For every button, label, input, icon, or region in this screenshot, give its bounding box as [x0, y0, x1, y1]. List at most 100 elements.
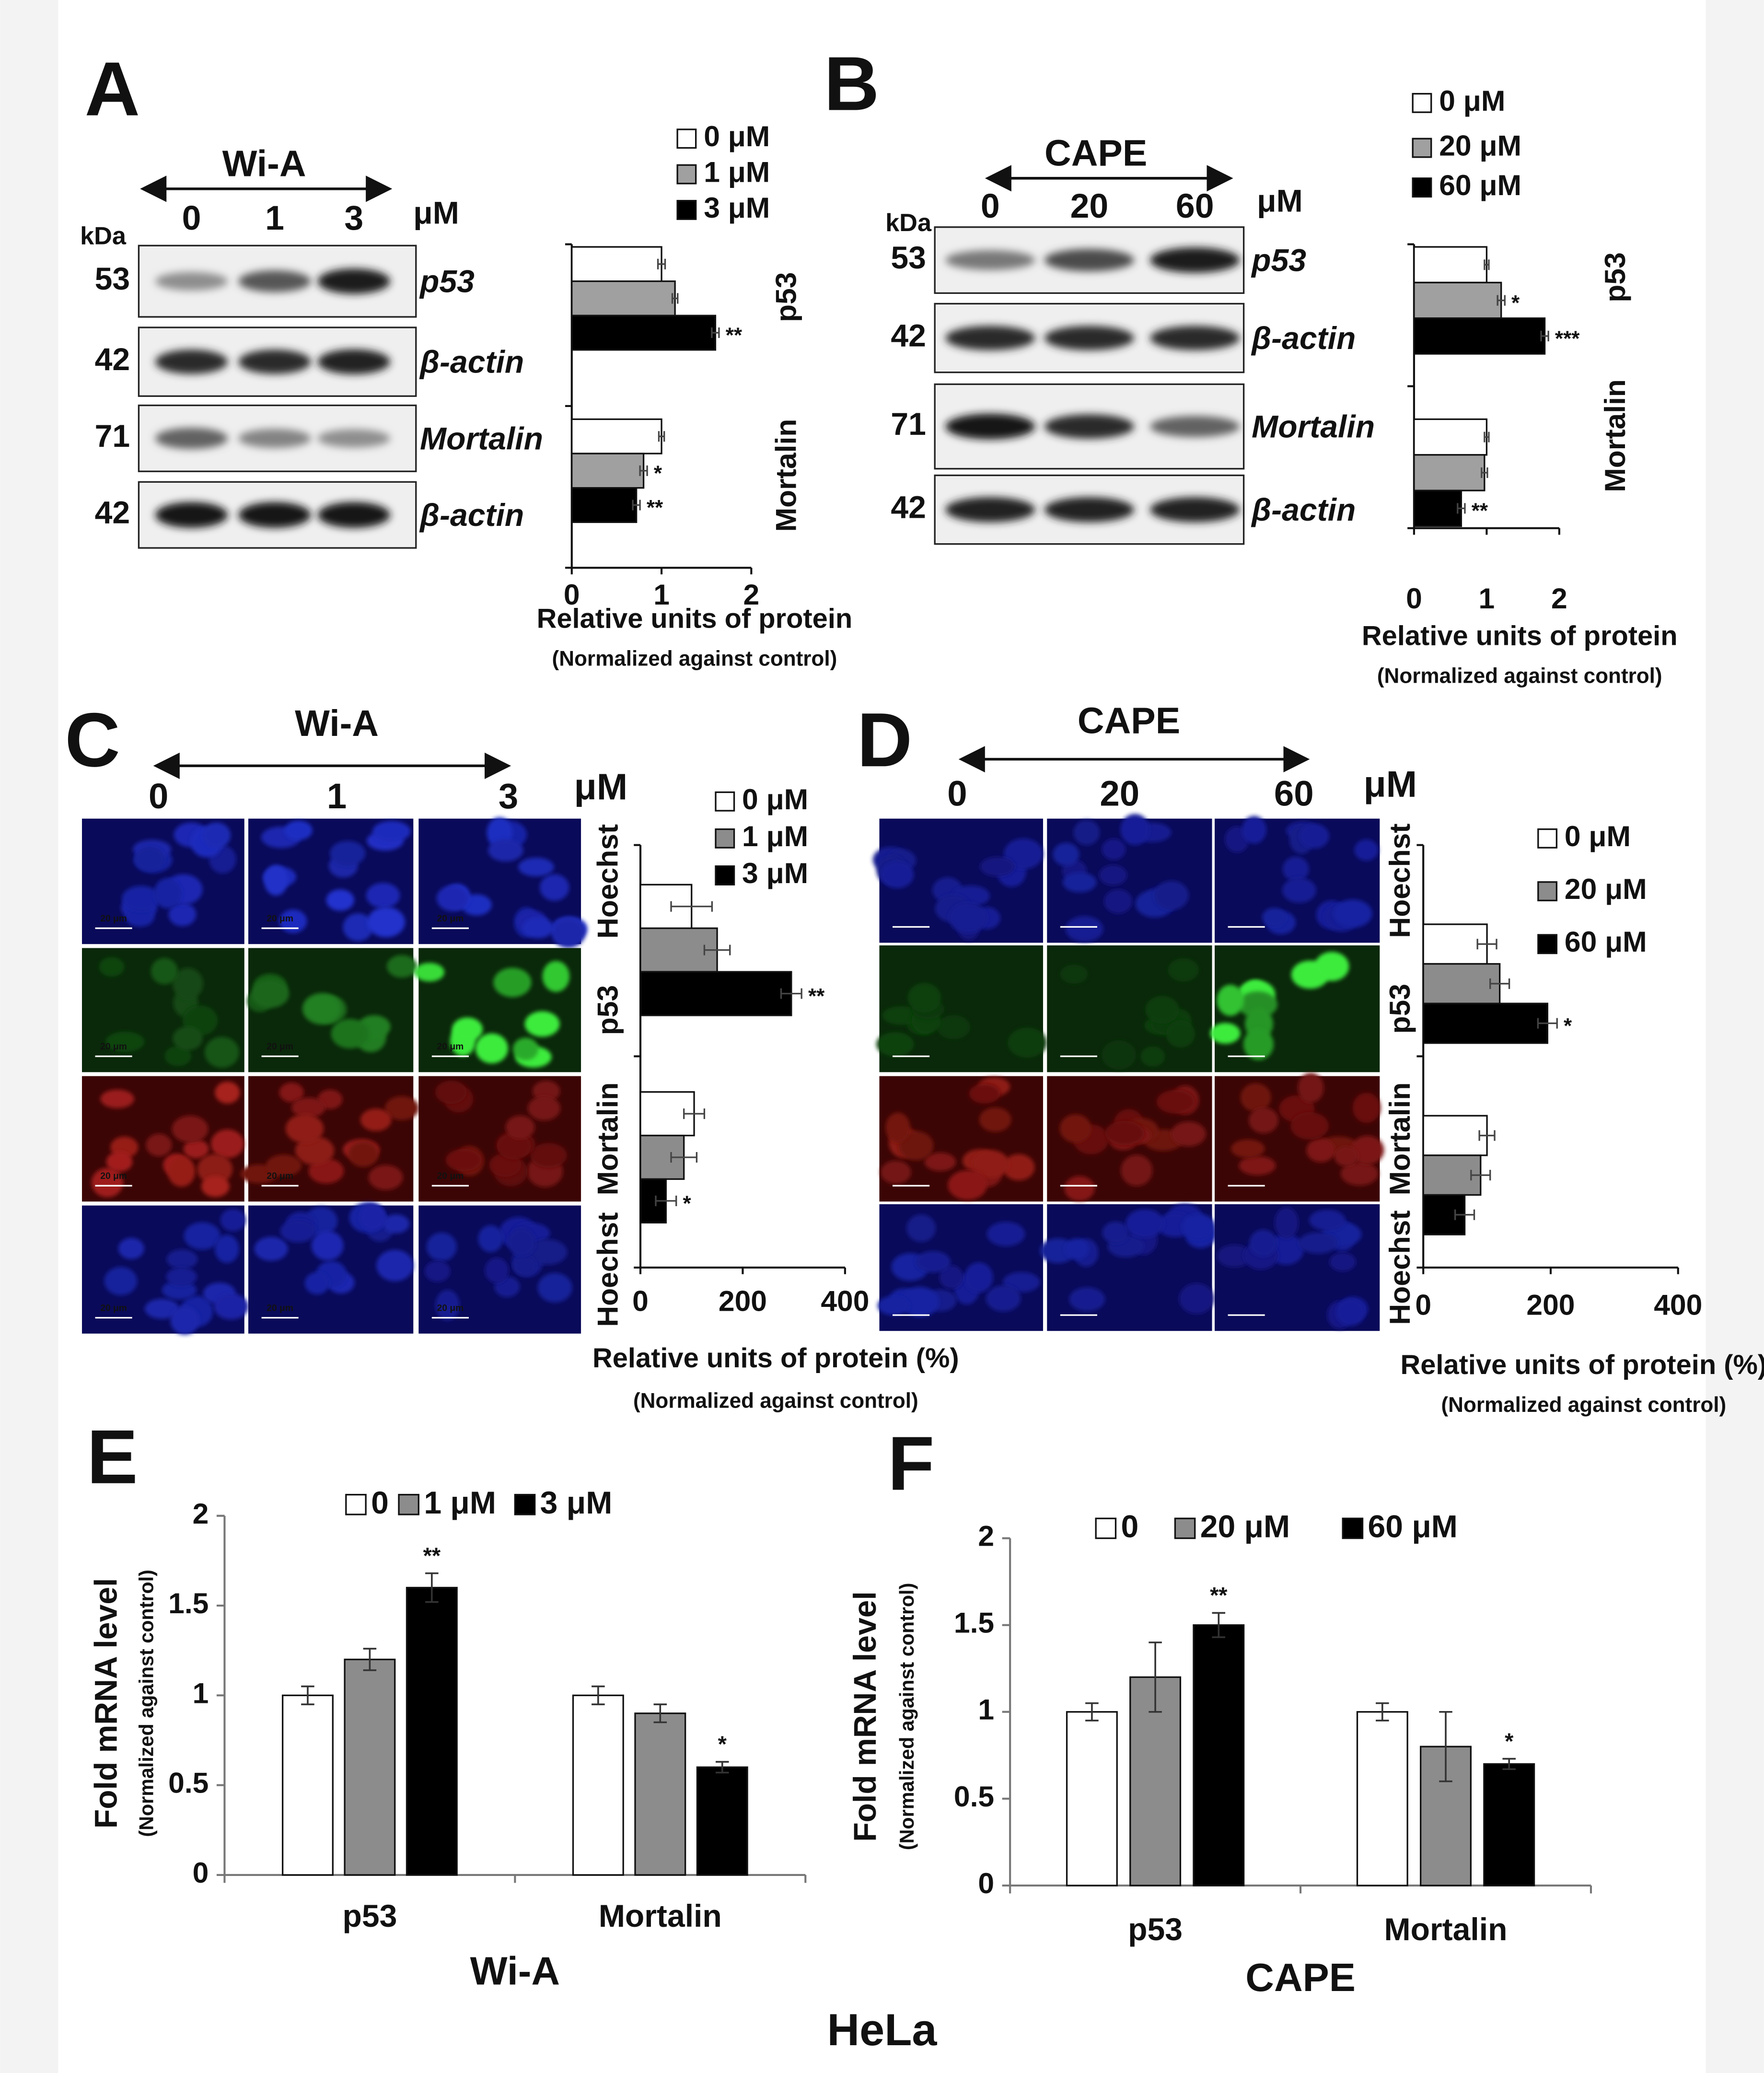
legend-swatch	[345, 1494, 367, 1515]
cell	[986, 1285, 1021, 1312]
cell	[1217, 1245, 1252, 1268]
error-bar	[1537, 1018, 1558, 1029]
bar	[1422, 963, 1501, 1004]
legend-swatch	[676, 164, 697, 185]
imaging-treatment: CAPE	[1078, 700, 1180, 742]
cell	[202, 822, 231, 849]
legend-swatch	[1537, 934, 1558, 955]
cell	[331, 1019, 369, 1049]
cell	[518, 857, 554, 877]
cell	[135, 847, 165, 871]
bar	[571, 453, 645, 489]
blot-band	[155, 272, 228, 291]
bar	[1193, 1624, 1245, 1887]
cell	[368, 1165, 403, 1190]
cell	[435, 1080, 467, 1104]
dose-label: 20	[1070, 187, 1109, 225]
cell	[1063, 872, 1097, 893]
row-label: Hoechst	[592, 1212, 624, 1327]
scale-bar-label: 20 μm	[437, 1171, 464, 1181]
kda-value: 71	[95, 419, 130, 454]
cell	[979, 1107, 1011, 1132]
kda-value: 42	[95, 342, 130, 377]
cell	[1282, 877, 1316, 903]
cell	[916, 1251, 951, 1273]
cell	[1314, 952, 1349, 981]
bar	[639, 971, 792, 1016]
x-tick-label: Mortalin	[1384, 1912, 1508, 1947]
cell	[485, 1258, 509, 1283]
cell	[1059, 1114, 1091, 1143]
cell	[937, 1015, 971, 1039]
scale-bar-label: 20 μm	[100, 1303, 127, 1313]
legend-swatch	[1537, 828, 1558, 849]
error-bar	[658, 431, 665, 442]
cell	[105, 1031, 145, 1052]
bar	[1422, 1154, 1482, 1196]
cell	[215, 1082, 240, 1104]
cell	[1240, 1083, 1271, 1112]
blot-treatment: Wi-A	[222, 143, 306, 184]
significance: **	[726, 324, 743, 347]
cell	[104, 1267, 138, 1295]
row-label: Mortalin	[592, 1083, 624, 1196]
panel-label: E	[87, 1414, 138, 1500]
blot-band	[1150, 497, 1240, 523]
cell	[99, 957, 125, 977]
scale-bar-label: 20 μm	[267, 914, 293, 924]
panel-label: C	[65, 697, 120, 782]
category-label: p53	[769, 272, 802, 322]
protein-label: Mortalin	[420, 421, 543, 456]
error-bar	[1457, 503, 1466, 514]
x-tick-label: p53	[342, 1898, 397, 1934]
bar	[1483, 1763, 1535, 1887]
cell	[1300, 824, 1329, 849]
cell	[173, 1026, 203, 1050]
significance: **	[423, 1543, 441, 1568]
cell	[183, 1139, 209, 1159]
cell	[1334, 1146, 1358, 1166]
cell	[284, 820, 313, 840]
bar	[571, 418, 662, 454]
cell	[214, 1293, 249, 1320]
dose-label: 0	[149, 776, 168, 816]
bar	[1356, 1711, 1408, 1887]
error-bar	[363, 1648, 377, 1671]
x-axis-label: Relative units of protein	[537, 604, 853, 634]
error-bar	[632, 500, 641, 511]
y-tick-label: 0.5	[168, 1767, 209, 1799]
protein-label: β-actin	[419, 498, 524, 533]
protein-label: p53	[1251, 243, 1306, 279]
row-label: p53	[1383, 984, 1416, 1034]
error-bar	[1484, 259, 1490, 270]
cell	[508, 1228, 536, 1257]
cell	[1154, 881, 1189, 910]
error-bar	[1484, 431, 1490, 443]
bar	[1413, 489, 1462, 527]
significance: *	[654, 462, 662, 485]
imaging-treatment: Wi-A	[295, 703, 379, 744]
blot-band	[1044, 326, 1135, 350]
error-bar	[1376, 1702, 1389, 1722]
dose-label: 60	[1176, 187, 1214, 225]
scale-bar-label: 20 μm	[437, 914, 464, 924]
cell	[1145, 996, 1179, 1024]
legend-label: 20 μM	[1439, 129, 1521, 162]
bar	[696, 1766, 748, 1876]
cell	[1274, 1207, 1299, 1239]
cell	[266, 1154, 302, 1176]
error-bar	[425, 1572, 439, 1603]
x-axis-note: (Normalized against control)	[1377, 664, 1662, 688]
dose-label: 3	[499, 776, 518, 816]
cell	[948, 1170, 987, 1200]
cell	[1298, 1072, 1324, 1103]
significance: **	[1472, 499, 1488, 523]
cell	[285, 1114, 324, 1143]
panel-label: B	[824, 40, 879, 126]
x-tick-label: 400	[821, 1284, 869, 1317]
cell	[1243, 1028, 1274, 1060]
category-label: Mortalin	[1599, 379, 1631, 492]
bar	[1413, 246, 1488, 284]
cell	[279, 909, 307, 933]
cell	[475, 1033, 508, 1064]
